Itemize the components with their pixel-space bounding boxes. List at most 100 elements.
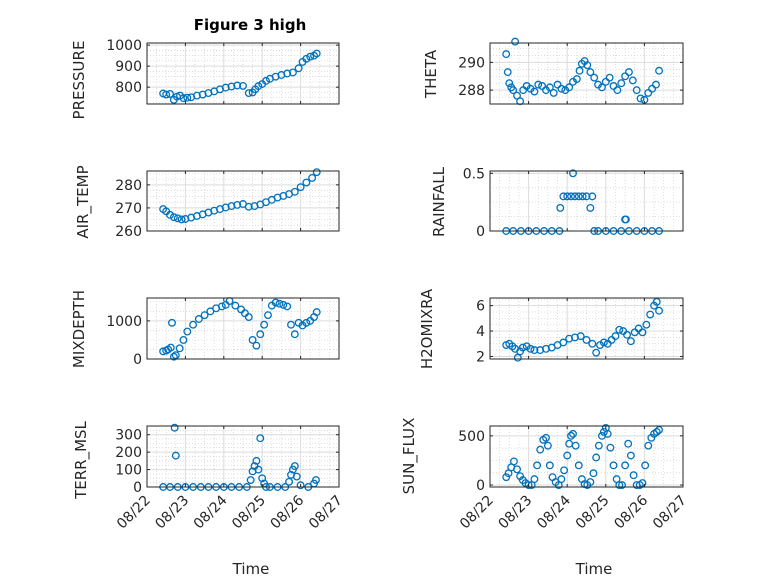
y-tick-label: 0 [476,224,485,240]
data-point [583,61,592,70]
data-point [652,427,661,436]
data-point [179,94,188,103]
axes-box [489,42,684,105]
data-point [231,301,240,310]
data-point [632,86,641,95]
data-point [256,434,265,443]
subplot-4: 0 0.5 RAINFALL [430,166,684,240]
x-axis-label-left: Time [232,560,270,578]
x-tick-label: 08/26 [268,492,308,532]
data-point [618,481,626,489]
data-point [246,476,255,484]
data-point [594,441,603,450]
data-point [582,192,591,201]
data-point [589,469,598,478]
y-tick-label: 2 [476,349,485,365]
y-tick-label: 800 [115,80,142,96]
data-point [175,344,184,353]
data-point [283,302,292,311]
y-axis-label-main: TERR_ [72,451,91,499]
data-point [601,77,610,86]
subplot-8: 0 500 SUN_FLUX 08/2208/2308/2408/2508/2608/… [400,418,690,533]
data-point [308,173,317,182]
data-point [605,73,614,82]
data-point [233,200,242,209]
data-point [530,346,539,355]
data-point [159,347,168,356]
data-point [648,84,657,93]
data-point [592,453,601,462]
data-point [183,327,192,336]
data-point [578,192,587,201]
data-point [502,473,511,482]
y-tick-label: 0.5 [463,166,485,182]
y-tick-label: 260 [115,224,142,240]
data-point [652,80,660,89]
data-point [513,465,521,474]
data-point [588,192,597,201]
data-point [623,330,631,339]
data-point [533,461,542,470]
x-tick-label: 08/26 [611,492,651,532]
data-point [582,335,591,344]
y-axis-label-main: SUN_ [400,455,419,495]
y-axis-label: RAINFALL [430,166,448,237]
y-tick-label: 300 [115,428,142,444]
data-point [312,168,321,177]
y-axis-label-rest: TEMP [74,165,92,207]
data-point [570,192,579,201]
data-point [166,89,174,98]
data-point [563,451,572,460]
data-point [644,88,653,97]
subplot-7: 0100200300TERR_MSL08/2208/2308/2408/2508… [72,420,346,532]
data-point [292,472,301,481]
data-point [625,68,633,77]
data-point [511,37,520,46]
data-point [574,461,583,470]
x-tick-label: 08/22 [114,493,154,533]
data-point [628,76,637,85]
data-point [626,451,635,460]
data-point [288,68,297,77]
data-point [655,425,664,434]
y-tick-label: 1000 [106,38,142,54]
axes-box [146,425,340,488]
axes-box [489,297,684,360]
y-axis-label: MIXDEPTH [70,290,88,368]
data-point [557,84,566,93]
data-point [644,441,653,450]
data-point [166,343,175,352]
data-point [576,332,585,341]
data-point [574,192,583,201]
data-point [597,83,606,92]
y-tick-label: 288 [458,83,485,99]
data-point [606,443,615,452]
data-point [545,83,554,92]
y-tick-label: 6 [476,299,485,315]
data-point [294,64,303,73]
axes-box [146,297,340,360]
data-point [559,338,568,347]
data-point [542,433,550,442]
data-point [655,306,664,315]
data-point [296,183,305,192]
data-point [264,311,272,320]
data-point [244,89,253,98]
data-point [296,481,305,490]
data-point [567,192,576,201]
data-point [302,318,311,327]
y-axis-label: SUN_FLUX [400,418,419,495]
data-point [569,169,577,178]
data-point [287,320,295,329]
subplot-3: 260 270 280 AIR_TEMP [74,165,340,240]
data-point [312,308,321,317]
data-point [572,75,581,83]
axes-box [489,425,684,488]
data-point [613,86,622,95]
data-point [621,72,630,81]
data-point [646,310,655,319]
data-point [599,338,608,347]
y-tick-label: 290 [458,55,485,71]
y-tick-label: 900 [115,59,142,75]
data-point [536,445,545,454]
